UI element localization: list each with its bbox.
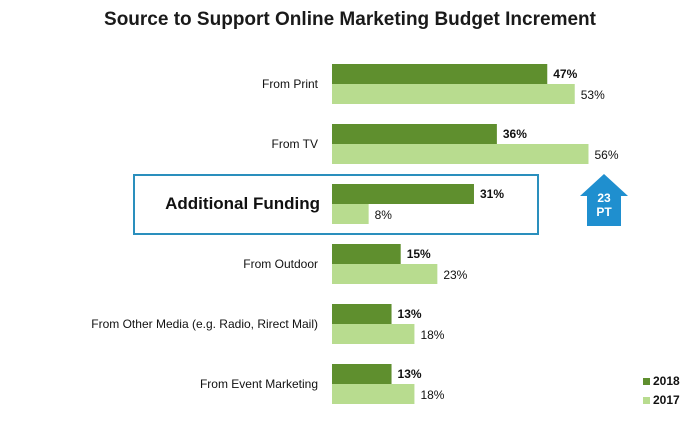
data-label-2018: 36% <box>503 127 527 141</box>
bar-2017 <box>332 144 589 164</box>
legend-label: 2018 <box>653 374 680 388</box>
bar-2018 <box>332 124 497 144</box>
category-label: From TV <box>272 137 318 151</box>
data-label-2018: 13% <box>398 367 422 381</box>
bar-2017 <box>332 204 369 224</box>
legend-swatch <box>643 397 650 404</box>
bar-2018 <box>332 364 392 384</box>
data-label-2017: 53% <box>581 88 605 102</box>
legend-label: 2017 <box>653 393 680 407</box>
legend-swatch <box>643 378 650 385</box>
up-arrow-icon <box>580 174 628 226</box>
category-label: From Print <box>262 77 319 91</box>
data-label-2017: 56% <box>594 148 618 162</box>
bar-2017 <box>332 324 415 344</box>
data-label-2017: 18% <box>420 328 444 342</box>
bar-2017 <box>332 84 575 104</box>
category-label: From Event Marketing <box>200 377 318 391</box>
chart-title: Source to Support Online Marketing Budge… <box>104 9 596 30</box>
category-label: From Outdoor <box>243 257 318 271</box>
data-label-2018: 15% <box>407 247 431 261</box>
data-label-2018: 47% <box>553 67 577 81</box>
data-label-2017: 18% <box>420 388 444 402</box>
bar-2018 <box>332 244 401 264</box>
highlight-box <box>133 174 539 235</box>
bar-2017 <box>332 384 415 404</box>
data-label-2018: 31% <box>480 187 504 201</box>
data-label-2017: 23% <box>443 268 467 282</box>
category-label: Additional Funding <box>165 194 320 213</box>
data-label-2018: 13% <box>398 307 422 321</box>
category-label: From Other Media (e.g. Radio, Rirect Mai… <box>91 317 318 331</box>
bar-2018 <box>332 184 474 204</box>
bar-2017 <box>332 264 438 284</box>
bar-2018 <box>332 304 392 324</box>
bar-2018 <box>332 64 548 84</box>
badge-label: PT <box>596 205 612 219</box>
data-label-2017: 8% <box>375 208 393 222</box>
badge-label: 23 <box>597 191 611 205</box>
